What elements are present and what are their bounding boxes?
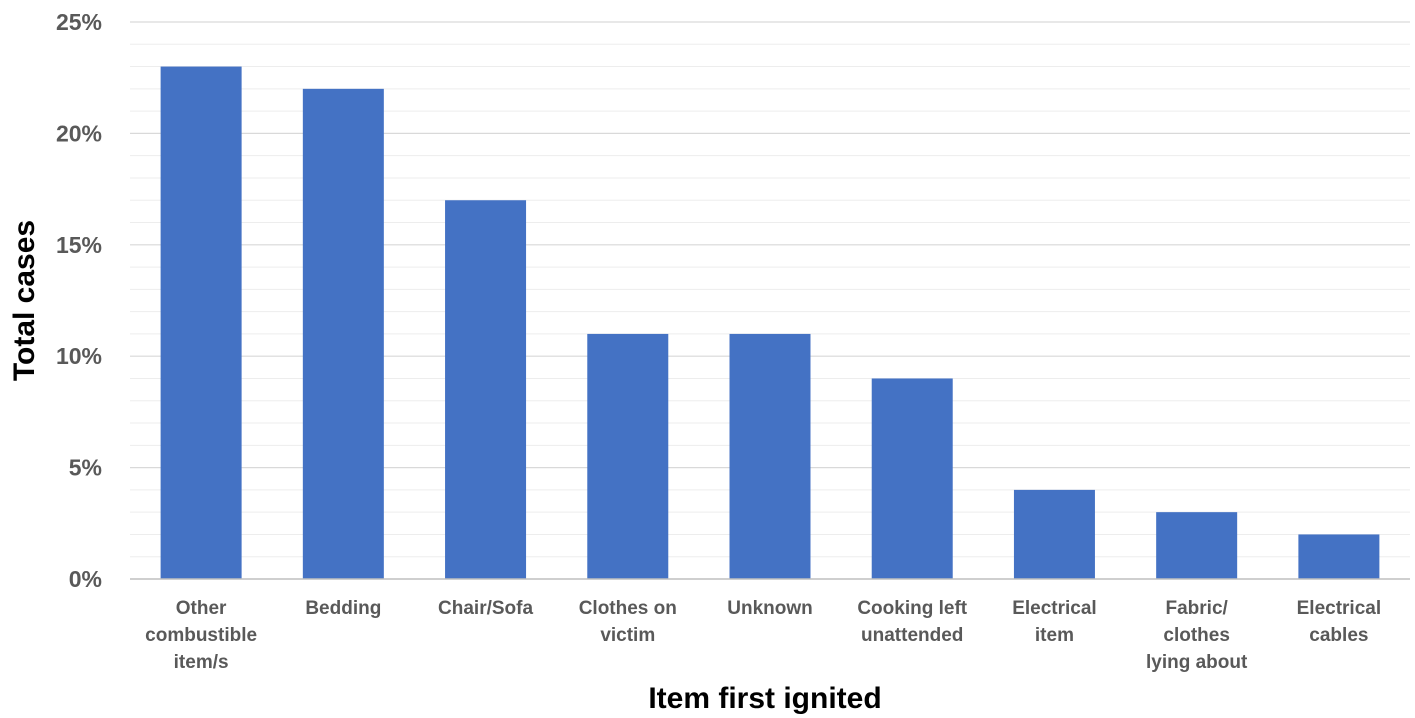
bar	[160, 66, 242, 579]
x-axis-categories: Other combustible item/s Bedding Chair/Sofa C…	[145, 598, 1381, 673]
y-axis-title: Total cases	[8, 220, 41, 381]
x-category-label: Other combustible item/s	[145, 598, 257, 673]
bar	[587, 333, 669, 579]
y-tick-label: 10%	[56, 343, 102, 369]
x-category-label: Electrical item	[1012, 598, 1097, 646]
bar	[729, 333, 811, 579]
x-category-label: Electrical cables	[1297, 598, 1382, 646]
x-category-label: Clothes on victim	[579, 598, 677, 646]
x-category-label: Unknown	[727, 598, 813, 619]
x-category-label: Chair/Sofa	[438, 598, 533, 619]
bars	[160, 66, 1380, 580]
bar	[445, 200, 527, 580]
x-category-label: Fabric/clothes lying about	[1146, 598, 1248, 673]
bar	[871, 378, 953, 579]
y-tick-label: 15%	[56, 232, 102, 258]
y-axis-ticks: 0% 5% 10% 15% 20% 25%	[56, 9, 102, 592]
y-tick-label: 25%	[56, 9, 102, 35]
bar	[1156, 512, 1238, 579]
x-axis-title: Item first ignited	[648, 682, 881, 715]
bar	[302, 88, 384, 579]
y-tick-label: 0%	[69, 566, 102, 592]
y-tick-label: 20%	[56, 120, 102, 146]
x-category-label: Bedding	[305, 598, 381, 619]
bar	[1013, 489, 1095, 579]
x-category-label: Cooking left unattended	[857, 598, 967, 646]
bar	[1298, 534, 1380, 579]
y-tick-label: 5%	[69, 455, 102, 481]
